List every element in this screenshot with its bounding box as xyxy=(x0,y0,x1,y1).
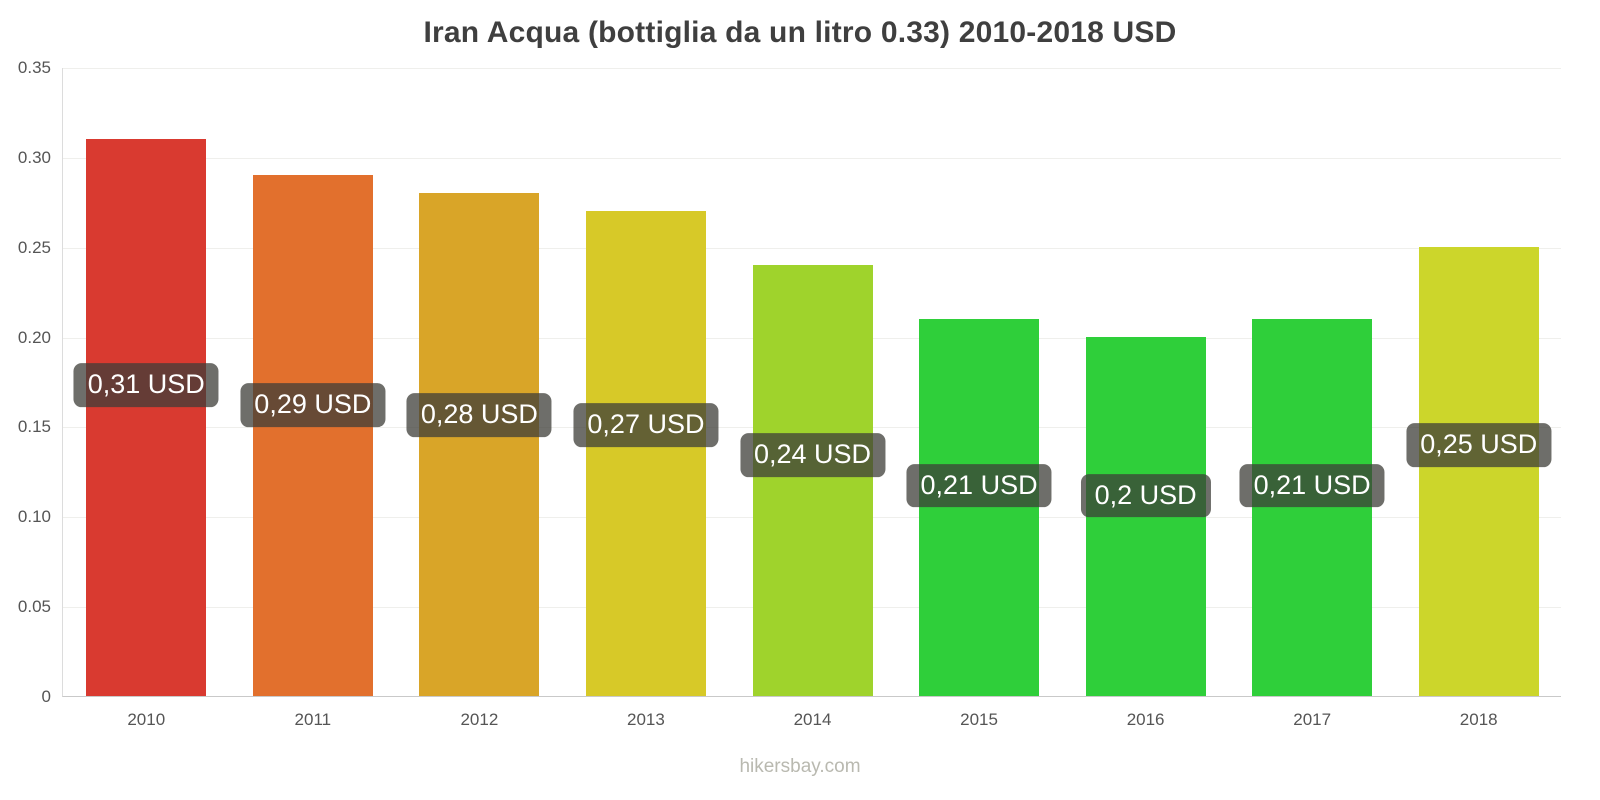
y-axis-tick-label: 0.25 xyxy=(17,237,51,257)
bar-value-label: 0,31 USD xyxy=(73,363,219,407)
bar-value-label: 0,21 USD xyxy=(1239,463,1385,508)
x-axis-tick-label: 2012 xyxy=(460,710,499,729)
x-axis-tick-label: 2014 xyxy=(793,710,832,729)
y-axis-tick-label: 0.35 xyxy=(17,58,51,77)
bar xyxy=(585,210,706,696)
y-axis-tick-label: 0.20 xyxy=(17,327,51,347)
bar xyxy=(752,264,873,696)
x-axis-tick-label: 2015 xyxy=(960,710,998,729)
y-axis-tick-label: 0 xyxy=(41,687,51,706)
bar-value-label: 0,24 USD xyxy=(739,433,886,478)
bar-value-label: 0,28 USD xyxy=(406,393,552,438)
bar xyxy=(86,138,207,696)
x-axis-tick-label: 2013 xyxy=(627,710,665,729)
bar-value-label: 0,25 USD xyxy=(1406,423,1552,468)
bar xyxy=(252,174,373,696)
bar-value-label: 0,21 USD xyxy=(906,463,1052,508)
bar-value-label: 0,2 USD xyxy=(1080,473,1211,518)
bar xyxy=(1418,246,1539,696)
x-axis-tick-label: 2010 xyxy=(127,710,166,729)
footer-brand: hikersbay.com xyxy=(739,756,861,777)
bar xyxy=(419,192,540,696)
x-axis-tick-label: 2018 xyxy=(1459,710,1498,729)
y-axis-tick-label: 0.15 xyxy=(17,417,51,437)
x-axis-tick-label: 2011 xyxy=(294,710,332,729)
chart-title: Iran Acqua (bottiglia da un litro 0.33) … xyxy=(423,16,1177,49)
y-axis-tick-label: 0.05 xyxy=(17,597,51,617)
x-axis-tick-label: 2017 xyxy=(1293,710,1332,729)
bar-value-label: 0,29 USD xyxy=(240,383,386,427)
y-axis-tick-label: 0.30 xyxy=(17,147,51,167)
gridline xyxy=(63,68,1561,69)
x-axis-tick-label: 2016 xyxy=(1126,710,1165,729)
plot-area: 0 0.05 0.10 0.15 0.20 0.25 0.30 0.35 0,31 USD 201… xyxy=(18,58,1561,729)
bar-value-label: 0,27 USD xyxy=(573,403,719,448)
y-axis-tick-label: 0.10 xyxy=(17,507,51,527)
gridline xyxy=(63,247,1561,249)
gridline xyxy=(63,157,1561,159)
